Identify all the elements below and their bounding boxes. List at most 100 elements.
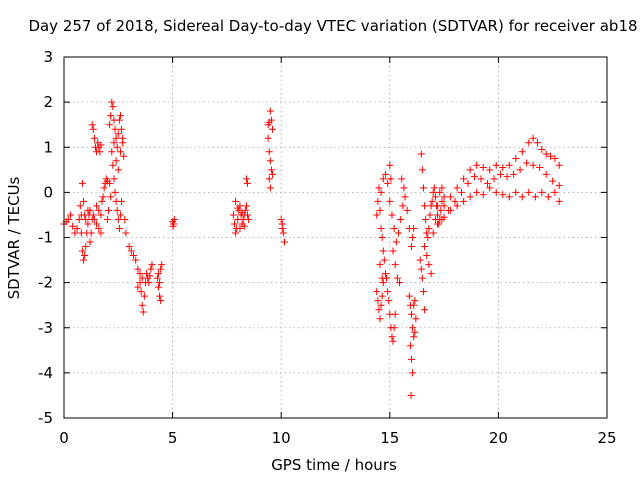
- data-point: [373, 288, 381, 296]
- data-point: [479, 164, 487, 172]
- data-point: [387, 175, 395, 183]
- data-point: [466, 193, 474, 201]
- data-point: [419, 288, 427, 296]
- data-point: [108, 148, 116, 156]
- data-point: [471, 173, 479, 181]
- data-point: [114, 166, 122, 174]
- data-point: [280, 238, 288, 246]
- data-point: [269, 170, 277, 178]
- data-point: [96, 148, 104, 156]
- data-point: [525, 139, 533, 147]
- data-point: [516, 166, 524, 174]
- data-point: [434, 211, 442, 219]
- data-series: [438, 159, 563, 223]
- data-series: [373, 161, 413, 345]
- x-axis-label: GPS time / hours: [271, 456, 397, 474]
- data-point: [121, 215, 129, 223]
- data-point: [265, 148, 273, 156]
- data-point: [244, 179, 252, 187]
- data-point: [533, 139, 541, 147]
- data-point: [376, 206, 384, 214]
- data-point: [153, 274, 161, 282]
- data-point: [466, 166, 474, 174]
- x-tick-label: 0: [59, 429, 69, 447]
- data-point: [267, 116, 275, 124]
- data-point: [406, 342, 414, 350]
- chart-title: Day 257 of 2018, Sidereal Day-to-day VTE…: [28, 17, 637, 35]
- data-point: [381, 170, 389, 178]
- data-point: [242, 202, 250, 210]
- data-point: [410, 301, 418, 309]
- data-point: [394, 229, 402, 237]
- data-point: [80, 197, 88, 205]
- data-point: [384, 288, 392, 296]
- data-point: [232, 197, 240, 205]
- data-point: [544, 193, 552, 201]
- data-point: [81, 252, 89, 260]
- data-point: [392, 238, 400, 246]
- data-point: [391, 310, 399, 318]
- data-point: [98, 197, 106, 205]
- data-point: [82, 215, 90, 223]
- data-point: [409, 324, 417, 332]
- data-point: [157, 297, 165, 305]
- data-point: [69, 222, 77, 230]
- data-point: [403, 206, 411, 214]
- data-point: [106, 179, 114, 187]
- data-point: [127, 247, 135, 255]
- data-point: [238, 209, 246, 217]
- data-point: [411, 328, 419, 336]
- data-point: [460, 197, 468, 205]
- data-point: [145, 279, 153, 287]
- data-point: [93, 202, 101, 210]
- data-point: [424, 234, 432, 241]
- data-point: [78, 179, 86, 187]
- data-point: [408, 243, 416, 251]
- data-point: [460, 175, 468, 183]
- data-point: [137, 288, 145, 296]
- data-point: [418, 166, 426, 174]
- data-point: [122, 229, 130, 237]
- data-point: [232, 229, 240, 237]
- data-point: [518, 148, 526, 156]
- data-point: [116, 112, 124, 120]
- data-point: [401, 193, 409, 201]
- data-point: [130, 252, 138, 260]
- data-point: [86, 238, 94, 246]
- data-point: [425, 261, 433, 269]
- data-point: [71, 229, 79, 237]
- data-point: [231, 220, 239, 228]
- data-point: [486, 166, 494, 174]
- data-point: [244, 211, 252, 219]
- data-point: [77, 211, 85, 219]
- data-series: [416, 150, 448, 314]
- data-point: [416, 256, 424, 264]
- y-tick-label: 1: [43, 138, 53, 156]
- data-point: [529, 134, 537, 142]
- data-point: [547, 152, 555, 160]
- data-point: [116, 211, 124, 219]
- data-point: [84, 206, 92, 214]
- data-point: [512, 188, 520, 196]
- data-point: [115, 116, 123, 124]
- data-point: [419, 184, 427, 192]
- data-point: [425, 224, 433, 232]
- data-point: [376, 261, 384, 269]
- data-point: [140, 292, 148, 300]
- data-point: [240, 222, 248, 230]
- data-series: [103, 98, 130, 237]
- data-point: [386, 197, 394, 205]
- data-point: [438, 184, 446, 192]
- data-point: [90, 134, 98, 142]
- data-point: [154, 270, 162, 278]
- data-point: [156, 279, 164, 287]
- data-point: [418, 274, 426, 282]
- data-point: [277, 215, 285, 223]
- data-point: [236, 224, 244, 232]
- data-point: [99, 193, 107, 201]
- data-point: [384, 179, 392, 187]
- data-point: [437, 206, 445, 214]
- data-point: [103, 215, 111, 223]
- data-point: [427, 270, 435, 278]
- data-point: [84, 220, 92, 228]
